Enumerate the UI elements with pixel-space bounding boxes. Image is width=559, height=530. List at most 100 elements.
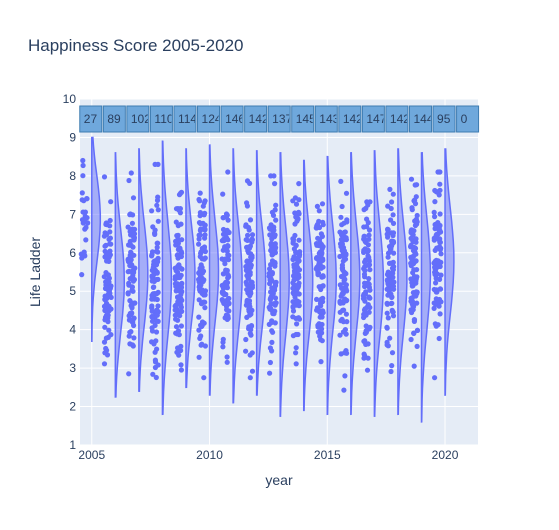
data-point [434,271,440,277]
data-point [316,323,322,329]
count-box [291,105,315,133]
data-point [81,217,87,223]
data-point [437,181,443,187]
data-point [408,336,414,343]
count-label: 102 [131,112,151,126]
count-label-row: 27 89 102 110 114 124 146 142 137 145 143 142 147 142… [79,105,480,133]
data-point [83,237,89,243]
data-point [266,321,272,327]
data-point [197,227,203,234]
data-point [316,208,322,214]
data-point [149,303,155,309]
data-point [431,235,437,241]
data-point [267,370,273,376]
data-point [340,291,346,297]
data-point [196,327,202,333]
data-point [130,273,136,279]
data-point [101,174,108,180]
data-point [178,189,185,195]
data-point [414,212,420,219]
data-point [224,354,230,360]
data-point [149,308,155,314]
data-point [199,287,205,293]
data-point [296,258,302,264]
data-point [388,368,394,375]
count-label: 142 [249,112,269,126]
y-tick-label: 10 [63,92,77,106]
count-box [361,105,385,133]
data-point [108,241,114,247]
data-point [244,314,250,320]
data-point [362,259,368,265]
data-point [337,332,343,338]
data-point [106,275,112,281]
data-point [290,303,296,310]
data-point [243,223,249,229]
data-point [176,262,182,268]
count-box [456,105,480,133]
data-point [293,345,299,351]
data-point [129,303,135,309]
data-point [414,343,420,349]
data-point [431,209,437,215]
count-box [408,105,432,133]
data-point [81,249,87,255]
data-point [178,362,184,368]
count-label: 0 [461,112,468,126]
data-point [438,251,444,257]
data-point [315,272,321,278]
data-point [318,359,324,365]
violin-2015 [326,155,337,416]
data-point [363,289,369,295]
data-point [197,273,203,279]
chart-title: Happiness Score 2005-2020 [28,36,243,55]
data-point [155,249,161,255]
data-point [126,242,132,248]
data-point [106,236,112,242]
data-point [385,279,391,285]
data-point [268,247,274,253]
data-point [178,347,184,354]
data-point [360,293,366,299]
data-point [225,243,231,249]
data-point [175,223,181,229]
count-label: 146 [225,112,245,126]
data-point [316,242,322,248]
data-point [151,264,157,270]
data-point [297,249,303,255]
data-point [154,296,160,303]
data-point [247,180,253,186]
data-point [202,343,208,349]
data-point [411,318,417,324]
data-point [314,203,320,209]
data-point [179,237,185,243]
data-point [318,296,324,302]
data-point [267,232,273,238]
violin-2008 [161,140,173,416]
data-point [361,307,368,313]
data-point [247,217,254,223]
count-label: 142 [343,112,363,126]
violin-2012 [255,150,267,396]
data-point [296,209,302,215]
violin-2009 [185,148,196,389]
count-label: 27 [84,112,98,126]
x-tick-label: 2020 [432,448,459,462]
data-point [152,291,158,297]
data-point [296,274,302,280]
data-point [125,291,131,297]
data-point [151,284,157,290]
violin-2017 [373,150,385,418]
data-point [197,198,203,204]
data-point [294,267,301,274]
data-point [248,289,254,295]
data-point [314,221,321,228]
data-point [342,373,348,379]
y-tick-label: 3 [69,361,76,375]
data-point [198,282,204,288]
data-point [343,286,349,292]
data-point [173,268,179,274]
data-point [414,182,420,188]
data-point [173,330,179,336]
data-point [296,316,303,322]
